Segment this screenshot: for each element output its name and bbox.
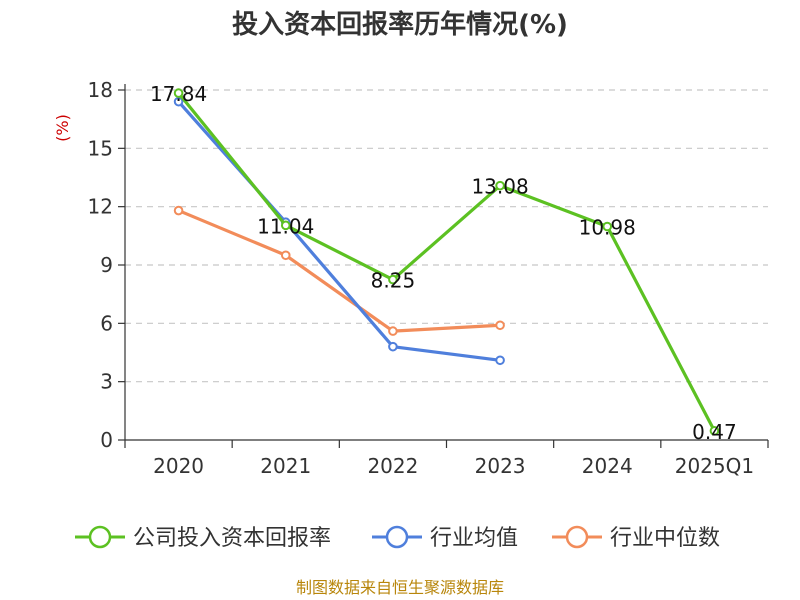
x-tick-label: 2021 (260, 454, 311, 478)
x-tick-label: 2020 (153, 454, 204, 478)
data-point (495, 180, 505, 191)
data-point (495, 320, 505, 331)
data-label: 11.04 (257, 214, 314, 238)
legend-label: 行业中位数 (610, 526, 720, 551)
legend[interactable]: 公司投入资本回报率 行业均值 行业中位数 (75, 525, 720, 551)
y-tick-label: 18 (88, 78, 113, 102)
legend-item-2[interactable]: 行业中位数 (552, 525, 720, 551)
data-point (495, 355, 505, 366)
data-label: 10.98 (579, 216, 636, 240)
legend-marker (88, 525, 112, 549)
series-lines (173, 88, 720, 436)
legend-marker (565, 525, 589, 549)
legend-label: 公司投入资本回报率 (133, 526, 331, 551)
data-point (280, 220, 291, 231)
x-tick-label: 2022 (367, 454, 418, 478)
y-axis-label: (%) (53, 114, 72, 142)
data-label: 13.08 (471, 175, 528, 199)
x-tick-label: 2024 (582, 454, 633, 478)
x-tick-label: 2025Q1 (675, 454, 754, 478)
y-tick-label: 3 (100, 370, 113, 394)
gridlines (125, 89, 768, 383)
data-point (709, 426, 720, 436)
y-tick-label: 0 (100, 428, 113, 452)
data-label: 17.84 (150, 82, 207, 106)
data-point (388, 326, 398, 336)
data-label: 0.47 (692, 420, 737, 444)
legend-item-0[interactable]: 公司投入资本回报率 (75, 525, 331, 551)
legend-label: 行业均值 (430, 526, 518, 551)
y-tick-label: 15 (88, 136, 113, 160)
series-line-2 (177, 209, 501, 333)
data-label: 8.25 (371, 269, 416, 293)
y-tick-label: 9 (100, 253, 113, 277)
data-point (388, 341, 398, 352)
legend-item-1[interactable]: 行业均值 (372, 525, 518, 551)
data-point (173, 88, 184, 98)
chart-title: 投入资本回报率历年情况(%) (232, 9, 568, 40)
legend-marker (385, 525, 409, 549)
y-tick-label: 6 (100, 311, 113, 335)
data-point (280, 250, 291, 261)
axes: 0 3 6 9 12 15 18 2020 2021 2022 2023 2024 2025Q1 (88, 78, 769, 478)
data-point (173, 205, 184, 216)
data-point (388, 274, 398, 285)
x-tick-label: 2023 (475, 454, 526, 478)
y-tick-label: 12 (88, 195, 113, 219)
series-line-0 (177, 92, 716, 432)
data-point (602, 221, 613, 232)
source-note: 制图数据来自恒生聚源数据库 (296, 578, 504, 597)
data-labels: 17.84 11.04 8.25 13.08 10.98 0.47 (150, 82, 737, 444)
series-line-1 (177, 100, 501, 362)
